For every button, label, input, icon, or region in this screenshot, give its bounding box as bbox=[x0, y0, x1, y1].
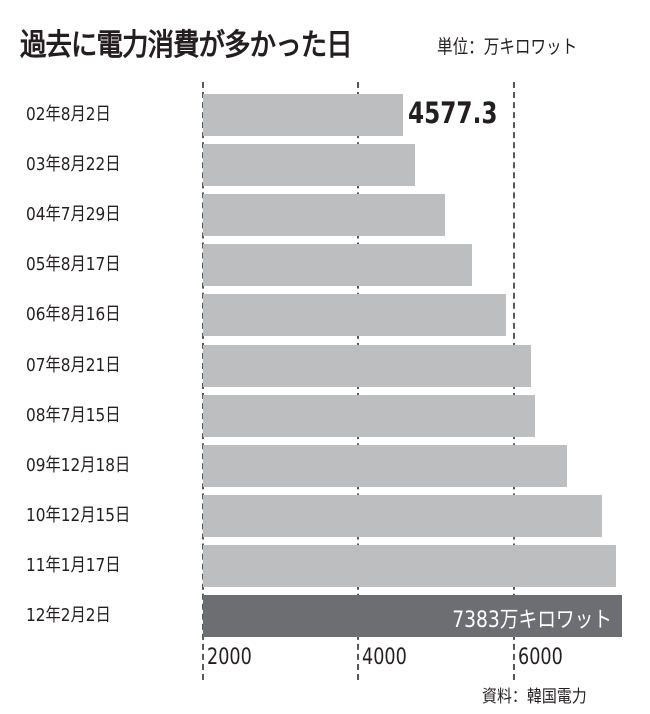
bar-highlight: 7383万キロワット bbox=[203, 595, 622, 637]
category-label: 08年7月15日 bbox=[26, 404, 121, 426]
bar bbox=[203, 494, 602, 537]
x-tick-2000: 2000 bbox=[207, 645, 252, 670]
category-label: 03年8月22日 bbox=[26, 154, 121, 176]
bar bbox=[203, 294, 506, 337]
bar bbox=[203, 544, 616, 587]
category-label: 07年8月21日 bbox=[26, 354, 121, 376]
bar-annotation-last: 7383万キロワット bbox=[452, 608, 612, 633]
bar bbox=[203, 194, 445, 237]
x-tick-6000: 6000 bbox=[518, 645, 563, 670]
category-label: 09年12月18日 bbox=[26, 454, 131, 476]
bar bbox=[203, 394, 535, 437]
source-note: 資料：韓国電力 bbox=[482, 687, 587, 707]
category-label: 11年1月17日 bbox=[26, 554, 121, 576]
bar-annotation-first: 4577.3 bbox=[408, 96, 498, 130]
bar bbox=[203, 94, 403, 136]
bar bbox=[203, 244, 472, 287]
bar bbox=[203, 144, 415, 187]
category-label: 05年8月17日 bbox=[26, 254, 121, 276]
bar bbox=[203, 344, 531, 387]
bar bbox=[203, 444, 567, 487]
chart-title: 過去に電力消費が多かった日 bbox=[20, 28, 353, 63]
unit-label: 単位：万キロワット bbox=[437, 36, 578, 58]
category-label: 12年2月2日 bbox=[26, 605, 111, 626]
category-label: 04年7月29日 bbox=[26, 204, 121, 226]
category-label: 02年8月2日 bbox=[26, 104, 111, 125]
category-label: 10年12月15日 bbox=[26, 504, 131, 526]
x-tick-4000: 4000 bbox=[362, 645, 407, 670]
category-label: 06年8月16日 bbox=[26, 304, 121, 326]
